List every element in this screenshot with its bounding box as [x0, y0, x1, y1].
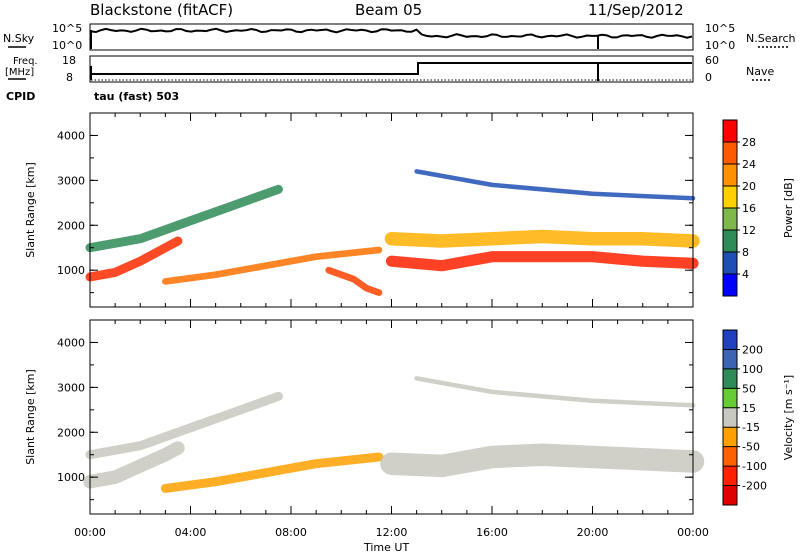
power-ytick-3: 4000: [57, 129, 85, 142]
power-panel: 1000 2000 3000 4000 Slant Range [km]: [24, 112, 700, 308]
power-colorbar-swatch-7: [723, 274, 737, 297]
x-axis-label: Time UT: [363, 541, 409, 554]
velocity-colorbar: 200 100 50 15 -15 -50 -100 -200 Velocity [m s⁻¹]: [722, 329, 795, 506]
velocity-colorbar-swatch-5: [723, 427, 737, 448]
velocity-band-2: [160, 452, 384, 493]
power-band-3: [325, 266, 383, 296]
velocity-ytick-3: 4000: [57, 336, 85, 349]
power-colorbar-swatch-3: [723, 186, 737, 209]
velocity-colorbar-swatch-1: [723, 349, 737, 370]
velocity-band-4: [414, 376, 696, 408]
power-band-5: [384, 229, 700, 248]
nave-tick-low: 0: [705, 71, 712, 84]
velocity-colorbar-tick-0: 200: [742, 343, 763, 356]
power-band-0: [85, 236, 183, 282]
power-ylabel: Slant Range [km]: [24, 162, 37, 258]
velocity-colorbar-swatch-4: [723, 407, 737, 428]
xtick-1: 04:00: [175, 526, 207, 539]
freq-tick-high: 18: [62, 54, 76, 67]
nsearch-label: N.Search: [746, 32, 796, 45]
power-colorbar: 28 24 20 16 12 8 4 Power [dB]: [722, 119, 795, 297]
power-colorbar-swatch-1: [723, 142, 737, 165]
cpid-value: tau (fast) 503: [94, 90, 179, 103]
velocity-colorbar-tick-3: 15: [742, 402, 756, 415]
power-band-2: [162, 246, 383, 285]
power-colorbar-tick-6: 4: [742, 268, 749, 281]
power-colorbar-swatch-0: [723, 120, 737, 143]
velocity-colorbar-swatch-6: [723, 446, 737, 467]
velocity-colorbar-swatch-0: [723, 330, 737, 350]
noise-tick-low-right: 10^0: [705, 39, 735, 52]
power-band-4: [385, 251, 699, 272]
velocity-ytick-2: 3000: [57, 381, 85, 394]
velocity-colorbar-swatch-3: [723, 388, 737, 409]
power-ytick-1: 2000: [57, 219, 85, 232]
xtick-3: 12:00: [376, 526, 408, 539]
power-band-1: [85, 184, 283, 253]
noise-panel: 10^5 10^0 10^5 10^0 N.Sky N.Search: [3, 22, 796, 52]
noise-tick-low: 10^0: [52, 39, 82, 52]
xtick-4: 16:00: [476, 526, 508, 539]
velocity-colorbar-title: Velocity [m s⁻¹]: [782, 375, 795, 460]
velocity-colorbar-tick-5: -50: [742, 441, 760, 454]
power-colorbar-tick-4: 12: [742, 224, 756, 237]
velocity-colorbar-swatch-2: [723, 368, 737, 389]
power-colorbar-swatch-5: [723, 230, 737, 253]
xtick-5: 20:00: [577, 526, 609, 539]
velocity-band-0: [83, 441, 185, 489]
velocity-colorbar-tick-4: -15: [742, 421, 760, 434]
velocity-ytick-1: 2000: [57, 426, 85, 439]
power-band-6: [414, 169, 696, 201]
power-ytick-2: 3000: [57, 174, 85, 187]
power-colorbar-tick-1: 24: [742, 158, 756, 171]
freq-unit: [MHz]: [5, 67, 34, 78]
power-colorbar-tick-3: 16: [742, 202, 756, 215]
velocity-colorbar-tick-7: -200: [742, 480, 767, 493]
noise-tick-high: 10^5: [52, 22, 82, 35]
power-colorbar-tick-5: 8: [742, 246, 749, 259]
power-colorbar-tick-2: 20: [742, 180, 756, 193]
noise-tick-high-right: 10^5: [705, 22, 735, 35]
freq-label: Freq.: [13, 56, 38, 67]
nave-label: Nave: [746, 65, 774, 78]
station-title: Blackstone (fitACF): [90, 1, 233, 19]
velocity-colorbar-swatch-7: [723, 466, 737, 487]
velocity-panel: 1000 2000 3000 4000 00:00 04:00 08:00 12:00 16:0…: [24, 319, 709, 539]
freq-tick-low: 8: [66, 71, 73, 84]
xtick-0: 00:00: [74, 526, 106, 539]
power-colorbar-title: Power [dB]: [782, 178, 795, 238]
velocity-colorbar-tick-2: 50: [742, 382, 756, 395]
velocity-ylabel: Slant Range [km]: [24, 369, 37, 465]
power-colorbar-swatch-6: [723, 252, 737, 275]
xtick-2: 08:00: [275, 526, 307, 539]
velocity-band-3: [380, 443, 705, 478]
freq-panel: 18 8 60 0 Freq. [MHz] Nave CPID tau (fas…: [5, 54, 774, 103]
cpid-label: CPID: [6, 90, 35, 103]
nsky-label: N.Sky: [3, 32, 35, 45]
velocity-colorbar-swatch-8: [723, 485, 737, 506]
power-colorbar-swatch-4: [723, 208, 737, 231]
velocity-ytick-0: 1000: [57, 471, 85, 484]
date-title: 11/Sep/2012: [588, 1, 684, 19]
power-ytick-0: 1000: [57, 264, 85, 277]
velocity-band-1: [85, 391, 283, 460]
power-colorbar-swatch-2: [723, 164, 737, 187]
nave-tick-high: 60: [705, 54, 719, 67]
power-colorbar-tick-0: 28: [742, 136, 756, 149]
beam-title: Beam 05: [355, 1, 422, 19]
xtick-6: 00:00: [677, 526, 709, 539]
velocity-colorbar-tick-6: -100: [742, 460, 767, 473]
velocity-colorbar-tick-1: 100: [742, 363, 763, 376]
